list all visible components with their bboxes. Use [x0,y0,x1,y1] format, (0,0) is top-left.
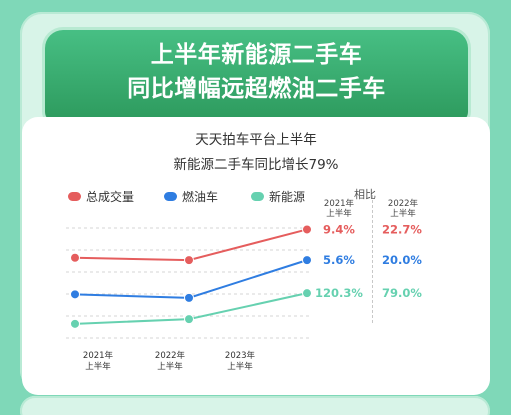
headline-banner: 上半年新能源二手车 同比增幅远超燃油二手车 [45,30,468,122]
legend-item-fuel: 燃油车 [164,188,218,205]
series-line-fuel [74,259,308,299]
data-point-total-0 [70,252,80,263]
compare-value-nev-col2: 79.0% [382,286,422,300]
compare-col2-year: 2022年 [387,199,419,209]
headline-line-1: 上半年新能源二手车 [150,42,363,68]
legend-swatch-total [68,192,81,201]
compare-col1-year: 2021年 [323,199,355,209]
chart-card: 天天拍车平台上半年 新能源二手车同比增长79% 总成交量 燃油车 新能源 [22,117,490,395]
legend-item-nev: 新能源 [251,188,305,205]
compare-value-total-col1: 9.4% [323,222,355,236]
x-tick-half-2021: 上半年 [85,362,111,372]
compare-col1-header: 2021年 上半年 [312,199,366,219]
legend-swatch-nev [251,192,264,201]
compare-value-fuel-col1: 5.6% [323,253,355,267]
compare-value-total-col2: 22.7% [382,222,422,236]
compare-value-fuel-col2: 20.0% [382,253,422,267]
legend-label-fuel: 燃油车 [182,190,219,204]
bottom-panel-edge [20,396,490,415]
x-tick-label-2023: 2023年 上半年 [214,351,266,373]
compare-divider [372,195,373,323]
data-point-fuel-2 [302,255,312,266]
legend-swatch-fuel [164,192,177,201]
x-tick-year-2021: 2021年 [82,351,114,361]
data-point-nev-0 [70,318,80,329]
compare-value-nev-col1: 120.3% [315,286,363,300]
x-tick-year-2023: 2023年 [224,351,256,361]
data-point-nev-2 [302,288,312,299]
data-point-fuel-0 [70,289,80,300]
data-point-total-1 [184,255,194,266]
legend-label-total: 总成交量 [86,190,135,204]
x-tick-half-2022: 上半年 [157,362,183,372]
compare-col1-half: 上半年 [326,209,352,219]
data-point-total-2 [302,224,312,235]
x-tick-label-2021: 2021年 上半年 [72,351,124,373]
x-tick-year-2022: 2022年 [154,351,186,361]
chart-title-line-2: 新能源二手车同比增长79% [173,157,339,173]
x-tick-half-2023: 上半年 [227,362,253,372]
chart-title-line-1: 天天拍车平台上半年 [195,132,317,148]
legend-item-total: 总成交量 [68,188,134,205]
x-tick-label-2022: 2022年 上半年 [144,351,196,373]
compare-col2-header: 2022年 上半年 [376,199,430,219]
legend-label-nev: 新能源 [269,190,306,204]
headline-line-2: 同比增幅远超燃油二手车 [127,76,386,102]
compare-title: 相比 [354,188,376,201]
data-point-nev-1 [184,314,194,325]
compare-col2-half: 上半年 [390,209,416,219]
data-point-fuel-1 [184,292,194,303]
series-line-total [74,228,308,262]
